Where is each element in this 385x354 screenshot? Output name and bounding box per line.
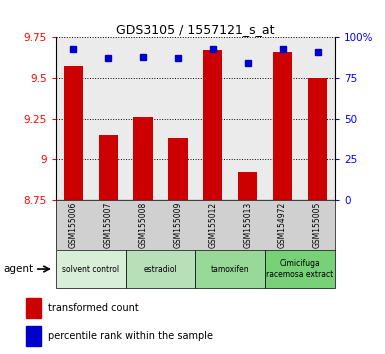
Bar (26, 326, 41, 346)
Text: GSM155009: GSM155009 (173, 201, 182, 248)
Text: agent: agent (4, 264, 34, 274)
Bar (195, 250, 265, 288)
Bar (238, 172, 257, 200)
Bar (134, 117, 152, 200)
Bar (56, 250, 126, 288)
Text: transformed count: transformed count (48, 303, 139, 313)
Bar (203, 50, 223, 200)
Text: percentile rank within the sample: percentile rank within the sample (48, 331, 213, 341)
Text: solvent control: solvent control (62, 264, 119, 274)
Bar (64, 67, 83, 200)
Text: GSM155012: GSM155012 (208, 202, 218, 248)
Text: Cimicifuga
racemosa extract: Cimicifuga racemosa extract (266, 259, 334, 279)
Bar (126, 250, 195, 288)
Text: GSM155007: GSM155007 (104, 201, 113, 248)
Bar (273, 52, 292, 200)
Text: GSM155005: GSM155005 (313, 201, 322, 248)
Bar (308, 78, 327, 200)
Text: GSM155006: GSM155006 (69, 201, 78, 248)
Text: estradiol: estradiol (144, 264, 177, 274)
Text: GSM155013: GSM155013 (243, 202, 252, 248)
Bar (168, 138, 187, 200)
Title: GDS3105 / 1557121_s_at: GDS3105 / 1557121_s_at (116, 23, 275, 36)
Text: tamoxifen: tamoxifen (211, 264, 249, 274)
Text: GSM154972: GSM154972 (278, 202, 287, 248)
Bar (26, 298, 41, 318)
Bar (99, 135, 118, 200)
Bar (265, 250, 335, 288)
Text: GSM155008: GSM155008 (139, 202, 147, 248)
